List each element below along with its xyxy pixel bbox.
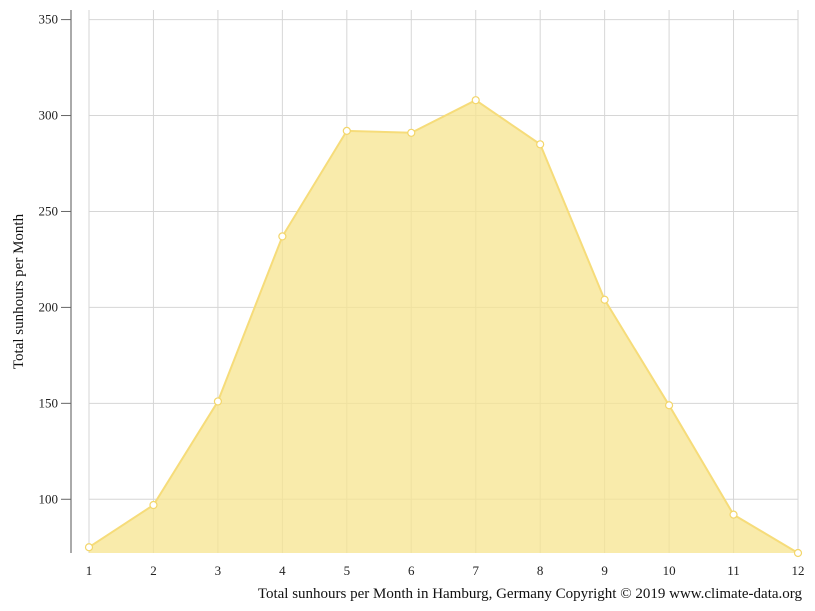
chart-caption: Total sunhours per Month in Hamburg, Ger… [258, 586, 803, 602]
data-points [84, 96, 803, 558]
sunhours-area-fill [89, 100, 798, 553]
data-point [407, 128, 416, 137]
x-tick-label: 6 [408, 563, 415, 578]
data-point [278, 232, 287, 241]
data-point [84, 543, 94, 552]
data-point [664, 401, 674, 410]
x-tick-label: 10 [663, 563, 676, 578]
y-axis-title: Total sunhours per Month [11, 213, 27, 369]
x-tick-label: 7 [472, 563, 479, 578]
data-point [600, 295, 609, 304]
x-tick-label: 9 [601, 563, 608, 578]
y-tick-label: 300 [39, 108, 59, 123]
x-tick-label: 4 [279, 563, 286, 578]
data-point [342, 126, 351, 135]
y-tick-label: 100 [39, 491, 59, 506]
y-tick-label: 350 [39, 12, 59, 27]
y-tick-label: 200 [39, 299, 59, 314]
x-tick-label: 3 [215, 563, 222, 578]
sunhours-series-line [88, 99, 799, 554]
y-tick-label: 150 [39, 395, 59, 410]
data-point [536, 140, 545, 149]
x-axis-ticks: 1 2 3 4 5 6 7 8 9 10 11 12 [86, 563, 805, 578]
data-point [471, 96, 480, 105]
data-point [149, 500, 158, 510]
x-tick-label: 1 [86, 563, 93, 578]
x-tick-label: 12 [792, 563, 805, 578]
data-point [213, 397, 223, 406]
data-point [793, 548, 803, 558]
x-tick-label: 8 [537, 563, 544, 578]
data-point [729, 510, 738, 519]
x-tick-label: 5 [344, 563, 351, 578]
y-tick-label: 250 [39, 203, 59, 218]
y-axis-ticks: 100 150 200 250 300 350 [39, 12, 71, 506]
x-tick-label: 2 [150, 563, 157, 578]
x-tick-label: 11 [727, 563, 740, 578]
